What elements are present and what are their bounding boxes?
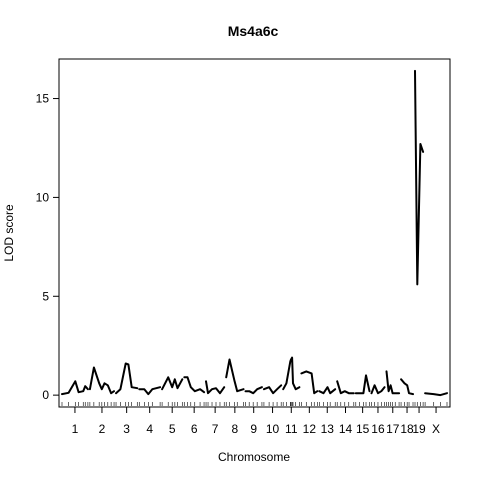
lod-curve-chr-2 (88, 366, 115, 395)
chromosome-label: 5 (169, 422, 176, 436)
lod-curves (61, 69, 448, 397)
lod-curve-chr-6 (183, 376, 206, 394)
y-tick-label: 15 (36, 92, 50, 106)
y-tick-label: 5 (42, 289, 49, 303)
chromosome-label: 19 (412, 422, 426, 436)
lod-curve-chr-16 (370, 384, 386, 395)
lod-curve-chr-7 (205, 380, 226, 395)
lod-curve-chr-12 (300, 370, 319, 395)
chromosome-label: 1 (72, 422, 79, 436)
chromosome-label: 8 (232, 422, 239, 436)
y-tick-label: 10 (36, 190, 50, 204)
chromosome-label: 15 (356, 422, 370, 436)
chromosome-label: 14 (339, 422, 353, 436)
lod-curve-chr-X (424, 392, 448, 397)
lod-curve-chr-11 (282, 356, 301, 391)
lod-curve-chr-4 (138, 386, 162, 396)
chromosome-label: 3 (123, 422, 130, 436)
chromosome-label: 7 (212, 422, 219, 436)
plot-frame (58, 58, 451, 408)
chromosome-label: 2 (99, 422, 106, 436)
chromosome-label: 16 (371, 422, 385, 436)
lod-curve-chr-9 (244, 386, 263, 395)
lod-curve-chr-1 (61, 380, 89, 396)
lod-curve-chr-10 (262, 384, 283, 395)
lod-curve-chr-5 (161, 376, 184, 391)
chromosome-label: X (432, 422, 440, 436)
chromosome-label: 12 (303, 422, 317, 436)
lod-curve-chr-18 (400, 378, 414, 396)
x-axis-label: Chromosome (218, 450, 290, 464)
lod-curve-chr-17 (385, 370, 401, 395)
chromosome-label: 13 (321, 422, 335, 436)
chromosome-label: 18 (400, 422, 414, 436)
lod-curve-chr-8 (225, 358, 245, 393)
lod-curve-chr-19 (414, 69, 425, 286)
chromosome-label: 17 (386, 422, 400, 436)
y-axis-label: LOD score (2, 204, 16, 262)
chromosome-label: 9 (250, 422, 257, 436)
chromosome-label: 6 (191, 422, 198, 436)
y-tick-label: 0 (42, 388, 49, 402)
chromosome-label: 11 (285, 422, 298, 436)
marker-rug (61, 402, 448, 406)
y-axis: 0 5 10 15 (36, 92, 59, 402)
chromosome-label: 4 (146, 422, 153, 436)
lod-curve-chr-3 (115, 362, 139, 395)
chart-title: Ms4a6c (228, 23, 279, 39)
lod-curve-chr-15 (354, 374, 371, 395)
chromosome-label: 10 (266, 422, 280, 436)
lod-curve-chr-13 (318, 386, 337, 395)
lod-curve-chr-14 (336, 380, 355, 395)
